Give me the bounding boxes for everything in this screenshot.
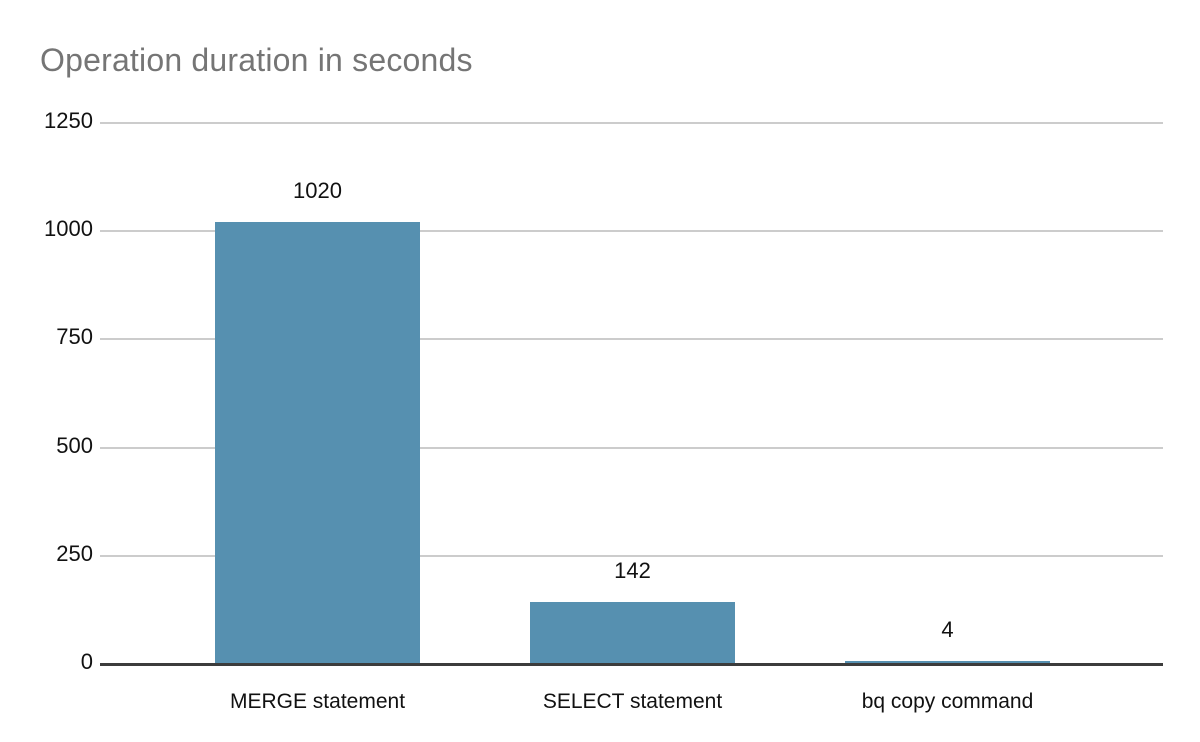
bar-value-label: 142 — [614, 557, 651, 583]
plot-area — [100, 110, 1163, 666]
y-axis-tick-label: 1250 — [44, 108, 93, 133]
y-axis-tick-label: 250 — [56, 540, 93, 566]
gridline — [100, 230, 1163, 233]
chart-title: Operation duration in seconds — [40, 42, 473, 78]
gridline — [100, 122, 1163, 124]
y-axis-tick-label: 0 — [80, 649, 93, 674]
x-axis-category-label: SELECT statement — [542, 690, 723, 713]
bar-value-label: 4 — [941, 617, 954, 643]
x-axis-category-label: MERGE statement — [229, 690, 406, 713]
gridline — [100, 554, 1163, 557]
y-axis-tick-label: 750 — [56, 324, 93, 350]
bar-value-label: 1020 — [293, 177, 342, 203]
x-axis-line — [100, 663, 1163, 666]
y-axis-tick-label: 500 — [56, 432, 93, 458]
bar[interactable] — [215, 221, 420, 663]
y-axis-tick-label: 1000 — [44, 216, 93, 242]
gridline — [100, 446, 1163, 449]
gridline — [100, 338, 1163, 341]
bar[interactable] — [530, 601, 735, 663]
x-axis-category-label: bq copy command — [861, 690, 1034, 713]
bar[interactable] — [845, 661, 1050, 663]
